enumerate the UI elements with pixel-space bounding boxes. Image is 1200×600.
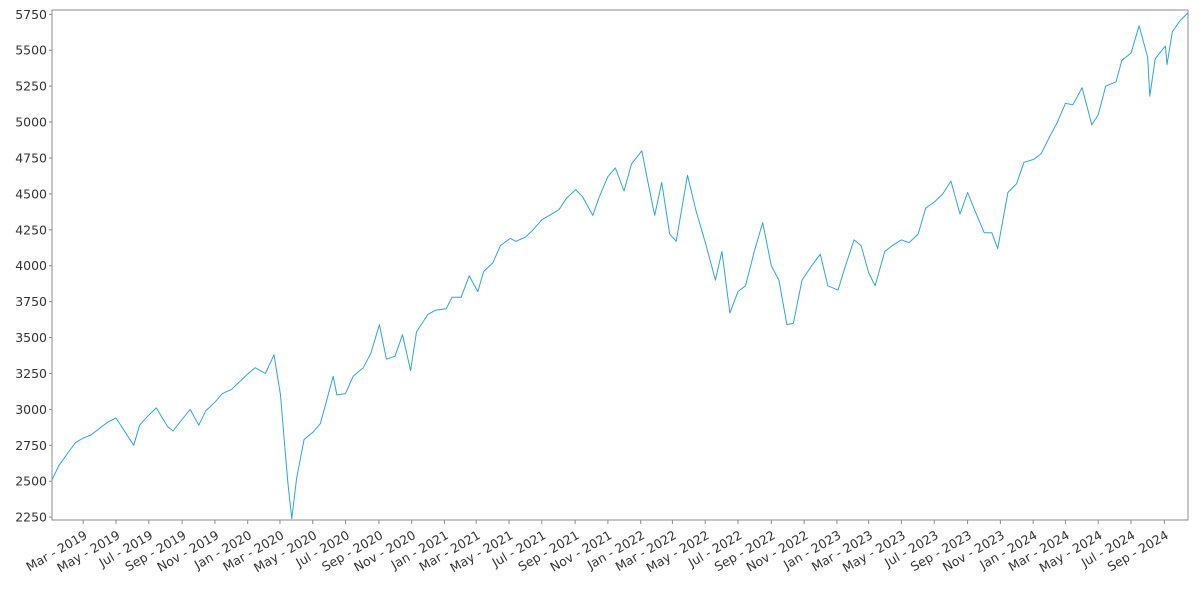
y-tick-label: 2500 (15, 474, 47, 489)
y-tick-label: 5750 (15, 7, 47, 22)
y-tick-label: 2250 (15, 510, 47, 525)
y-tick-label: 3500 (15, 330, 47, 345)
y-tick-label: 3000 (15, 402, 47, 417)
y-tick-label: 5250 (15, 79, 47, 94)
plot-area (51, 9, 1189, 521)
y-tick-label: 2750 (15, 438, 47, 453)
y-tick-label: 4000 (15, 258, 47, 273)
series-layer (51, 12, 1189, 520)
y-tick-label: 5000 (15, 115, 47, 130)
y-tick-label: 3750 (15, 294, 47, 309)
y-tick-label: 4250 (15, 222, 47, 237)
y-tick-label: 4500 (15, 186, 47, 201)
y-tick-label: 4750 (15, 150, 47, 165)
y-tick-label: 5500 (15, 43, 47, 58)
plot-frame (51, 9, 1189, 521)
y-tick-label: 3250 (15, 366, 47, 381)
series-line-0 (51, 12, 1189, 520)
y-axis: 2250 2500 2750 3000 3250 3500 3750 4000 4250 4500… (15, 7, 52, 525)
